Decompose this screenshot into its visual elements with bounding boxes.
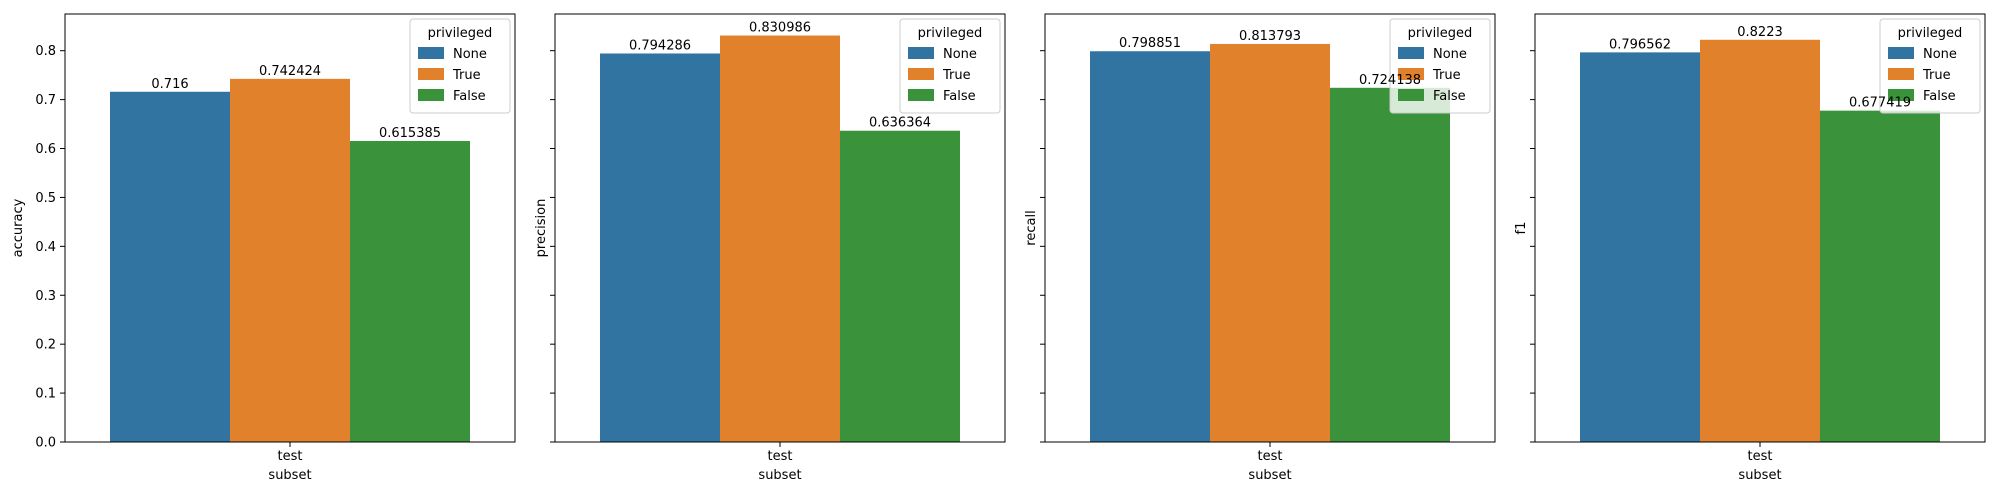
data-label-recall-true: 0.813793 [1239,29,1301,44]
ytick-label-accuracy: 0.7 [35,93,56,108]
legend-label-false: False [1433,89,1466,104]
x-axis-label-recall: subset [1248,468,1291,483]
legend-title-f1: privileged [1898,26,1963,41]
xtick-label-accuracy: test [278,449,303,464]
legend-label-true: True [452,68,481,83]
data-label-accuracy-true: 0.742424 [259,64,321,79]
bar-precision-false [840,130,960,442]
legend-swatch-none [908,47,934,59]
y-axis-label-accuracy: accuracy [11,198,26,257]
data-label-recall-false: 0.724138 [1359,73,1421,88]
y-axis-label-f1: f1 [1514,222,1529,235]
legend-swatch-false [908,89,934,101]
x-axis-label-accuracy: subset [268,468,311,483]
bar-recall-true [1210,43,1330,443]
ytick-label-accuracy: 0.4 [35,240,56,255]
legend-swatch-none [1888,47,1914,59]
data-label-accuracy-false: 0.615385 [379,126,441,141]
legend-label-false: False [453,89,486,104]
bar-accuracy-none [110,91,230,442]
legend-label-true: True [942,68,971,83]
legend-swatch-none [418,47,444,59]
data-label-accuracy-none: 0.716 [151,77,188,92]
legend-title-precision: privileged [918,26,983,41]
legend-label-true: True [1922,68,1951,83]
data-label-f1-none: 0.796562 [1609,37,1671,52]
bar-precision-true [720,35,840,442]
x-axis-label-f1: subset [1738,468,1781,483]
legend-swatch-false [1398,89,1424,101]
legend-label-none: None [943,47,977,62]
data-label-f1-true: 0.8223 [1737,25,1783,40]
bar-recall-false [1330,87,1450,443]
data-label-precision-none: 0.794286 [629,38,691,53]
legend-title-accuracy: privileged [428,26,493,41]
y-axis-label-precision: precision [534,199,549,258]
y-axis-label-recall: recall [1024,210,1039,245]
bar-precision-none [600,53,720,442]
legend-swatch-true [1398,68,1424,80]
ytick-label-accuracy: 0.0 [35,436,56,451]
legend-title-recall: privileged [1408,26,1473,41]
x-axis-label-precision: subset [758,468,801,483]
bar-recall-none [1090,51,1210,442]
legend-swatch-true [908,68,934,80]
ytick-label-accuracy: 0.5 [35,191,56,206]
ytick-label-accuracy: 0.1 [35,387,56,402]
xtick-label-f1: test [1748,449,1773,464]
legend-label-none: None [1433,47,1467,62]
xtick-label-recall: test [1258,449,1283,464]
ytick-label-accuracy: 0.6 [35,142,56,157]
data-label-f1-false: 0.677419 [1849,96,1911,111]
legend-label-false: False [1923,89,1956,104]
legend-label-none: None [1923,47,1957,62]
legend-swatch-false [1888,89,1914,101]
ytick-label-accuracy: 0.2 [35,338,56,353]
ytick-label-accuracy: 0.3 [35,289,56,304]
data-label-precision-true: 0.830986 [749,21,811,36]
ytick-label-accuracy: 0.8 [35,44,56,59]
bar-accuracy-true [230,78,350,442]
legend-label-false: False [943,89,976,104]
legend-swatch-none [1398,47,1424,59]
legend-label-none: None [453,47,487,62]
legend-label-true: True [1432,68,1461,83]
bar-f1-none [1580,52,1700,443]
data-label-recall-none: 0.798851 [1119,36,1181,51]
legend-swatch-true [1888,68,1914,80]
legend-swatch-false [418,89,444,101]
bar-accuracy-false [350,140,470,442]
bar-f1-false [1820,110,1940,443]
legend-swatch-true [418,68,444,80]
bar-f1-true [1700,39,1820,442]
xtick-label-precision: test [768,449,793,464]
data-label-precision-false: 0.636364 [869,116,931,131]
